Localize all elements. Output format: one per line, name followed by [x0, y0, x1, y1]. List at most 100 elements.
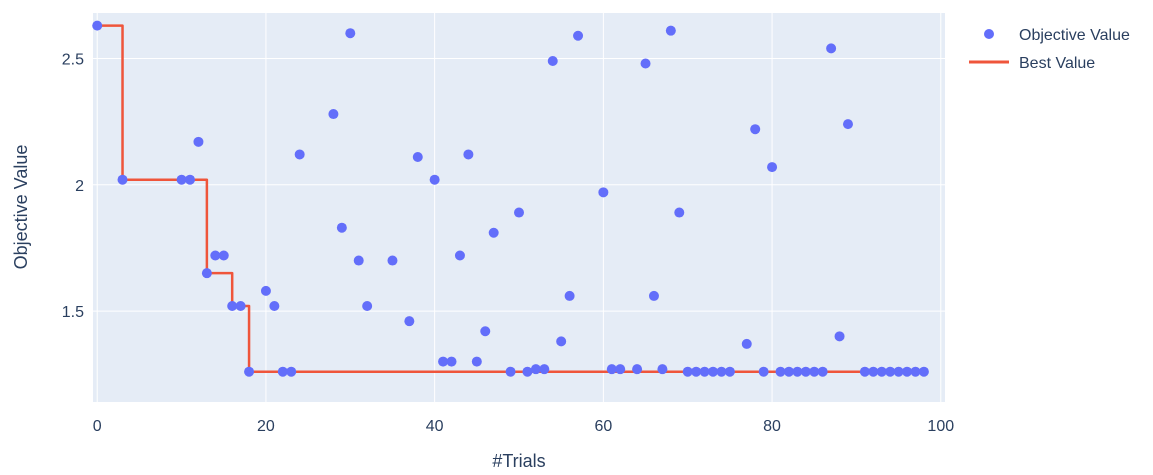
objective-value-point: [598, 187, 609, 198]
objective-value-point: [792, 366, 803, 377]
x-tick-label: 80: [763, 418, 781, 435]
objective-value-point: [708, 366, 719, 377]
objective-value-point: [573, 30, 584, 41]
objective-value-point: [438, 356, 449, 367]
objective-value-point: [682, 366, 693, 377]
objective-value-point: [429, 174, 440, 185]
best-value-line-layer: [97, 24, 929, 373]
objective-value-point: [750, 124, 761, 135]
plot-area-background: [93, 13, 945, 402]
y-tick-label: 1.5: [62, 304, 84, 321]
objective-value-point: [336, 222, 347, 233]
objective-value-point: [201, 268, 212, 279]
objective-value-point: [218, 250, 229, 261]
objective-value-point: [918, 366, 929, 377]
objective-value-point: [800, 366, 811, 377]
objective-value-point: [902, 366, 913, 377]
objective-value-point: [404, 316, 415, 327]
objective-value-point: [674, 207, 685, 218]
objective-value-point: [539, 364, 550, 375]
best-value-line: [97, 24, 929, 373]
objective-value-point: [387, 255, 398, 266]
objective-value-point: [564, 290, 575, 301]
objective-value-point: [842, 119, 853, 130]
objective-value-point: [488, 227, 499, 238]
objective-value-point: [463, 149, 474, 160]
objective-value-point: [235, 301, 246, 312]
x-axis-title: #Trials: [492, 451, 545, 471]
legend-label-best-value: Best Value: [1019, 55, 1095, 72]
objective-value-markers: [92, 20, 929, 377]
grid-lines: [93, 13, 945, 402]
objective-value-point: [471, 356, 482, 367]
objective-value-point: [859, 366, 870, 377]
objective-value-point: [885, 366, 896, 377]
x-tick-label: 40: [426, 418, 444, 435]
y-tick-label: 2: [75, 178, 84, 195]
objective-value-point: [893, 366, 904, 377]
objective-value-point: [834, 331, 845, 342]
objective-value-point: [185, 174, 196, 185]
objective-value-point: [699, 366, 710, 377]
objective-value-point: [724, 366, 735, 377]
objective-value-point: [556, 336, 567, 347]
legend-item-best-value[interactable]: Best Value: [969, 55, 1095, 72]
objective-value-point: [640, 58, 651, 69]
objective-value-point: [809, 366, 820, 377]
objective-value-point: [345, 28, 356, 39]
objective-value-point: [446, 356, 457, 367]
x-tick-label: 60: [594, 418, 612, 435]
objective-value-point: [530, 364, 541, 375]
objective-value-point: [362, 301, 373, 312]
objective-value-point: [606, 364, 617, 375]
objective-value-point: [277, 366, 288, 377]
objective-value-point: [117, 174, 128, 185]
objective-value-point: [665, 25, 676, 36]
objective-value-point: [412, 151, 423, 162]
objective-value-point: [817, 366, 828, 377]
x-axis-ticks: 0 20 40 60 80 100: [93, 418, 954, 435]
objective-value-point: [244, 366, 255, 377]
objective-value-point: [741, 338, 752, 349]
x-tick-label: 100: [927, 418, 954, 435]
objective-value-point: [269, 301, 280, 312]
objective-value-point: [92, 20, 103, 31]
objective-value-point: [876, 366, 887, 377]
objective-value-point: [547, 55, 558, 66]
objective-value-point: [260, 285, 271, 296]
objective-value-point: [480, 326, 491, 337]
x-tick-label: 0: [93, 418, 102, 435]
objective-value-point: [286, 366, 297, 377]
y-axis-title: Objective Value: [11, 145, 31, 270]
legend-item-objective-value[interactable]: Objective Value: [984, 27, 1130, 44]
x-tick-label: 20: [257, 418, 275, 435]
objective-value-point: [353, 255, 364, 266]
legend-label-objective-value: Objective Value: [1019, 27, 1130, 44]
objective-value-point: [826, 43, 837, 54]
objective-value-point: [294, 149, 305, 160]
objective-value-point: [775, 366, 786, 377]
objective-value-point: [328, 109, 339, 120]
legend-marker-icon: [984, 29, 994, 39]
objective-value-point: [227, 301, 238, 312]
objective-value-point: [910, 366, 921, 377]
objective-value-point: [514, 207, 524, 218]
objective-value-point: [505, 366, 516, 377]
objective-value-point: [767, 162, 778, 173]
legend[interactable]: Objective Value Best Value: [969, 27, 1130, 72]
y-tick-label: 2.5: [62, 51, 84, 68]
y-axis-ticks: 1.5 2 2.5: [62, 51, 84, 321]
objective-value-point: [758, 366, 769, 377]
objective-value-point: [648, 290, 659, 301]
objective-value-point: [193, 136, 204, 147]
objective-value-point: [691, 366, 702, 377]
objective-value-point: [522, 366, 533, 377]
objective-value-point: [868, 366, 879, 377]
objective-value-point: [454, 250, 465, 261]
objective-value-point: [657, 364, 668, 375]
objective-value-point: [176, 174, 187, 185]
objective-value-point: [783, 366, 794, 377]
objective-value-point: [615, 364, 626, 375]
